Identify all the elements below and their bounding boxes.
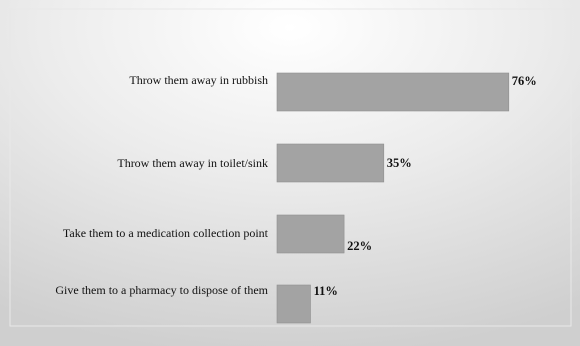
category-label-1: Throw them away in rubbish (129, 73, 268, 87)
category-label-3: Take them to a medication collection poi… (63, 226, 269, 240)
bar-1 (276, 72, 510, 112)
bars-group (276, 72, 510, 324)
value-label-2: 35% (387, 156, 412, 170)
category-label-4: Give them to a pharmacy to dispose of th… (55, 283, 268, 297)
category-labels: Throw them away in rubbish Throw them awa… (55, 73, 268, 297)
category-label-2: Throw them away in toilet/sink (117, 156, 268, 170)
value-labels: 76% 35% 22% 11% (314, 74, 537, 298)
bar-3 (276, 214, 345, 254)
plot-frame (9, 8, 572, 327)
value-label-4: 11% (314, 284, 338, 298)
bar-2 (276, 143, 385, 183)
bar-4 (276, 284, 311, 324)
value-label-1: 76% (512, 74, 537, 88)
value-label-3: 22% (347, 239, 372, 253)
